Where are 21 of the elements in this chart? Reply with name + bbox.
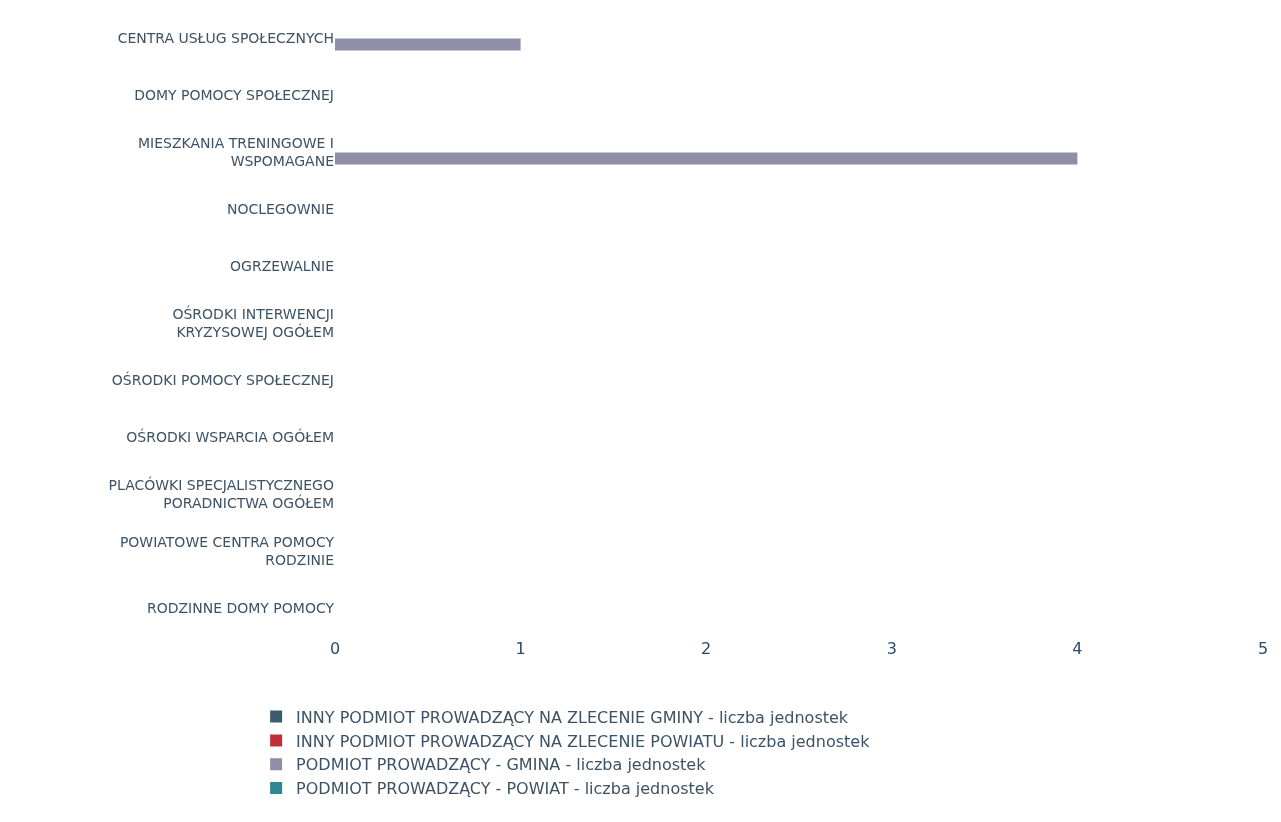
y-tick-label: MIESZKANIA TRENINGOWE I WSPOMAGANE [137, 135, 334, 170]
legend-label: INNY PODMIOT PROWADZĄCY NA ZLECENIE GMINY - liczba jednostek [296, 707, 849, 727]
x-tick-label: 3 [886, 639, 897, 658]
x-tick-label: 1 [515, 639, 526, 658]
y-tick-label: RODZINNE DOMY POMOCY [146, 600, 335, 617]
legend-label: PODMIOT PROWADZĄCY - GMINA - liczba jednostek [296, 755, 707, 775]
x-tick-label: 5 [1257, 639, 1269, 658]
y-tick-label: OŚRODKI POMOCY SPOŁECZNEJ [111, 371, 334, 389]
y-tick-label: NOCLEGOWNIE [226, 201, 334, 218]
x-tick-label: 2 [701, 639, 712, 658]
y-tick-label: OŚRODKI WSPARCIA OGÓŁEM [126, 428, 334, 446]
y-tick-label: OŚRODKI INTERWENCJI KRYZYSOWEJ OGÓŁEM [172, 305, 334, 341]
y-tick-label: DOMY POMOCY SPOŁECZNEJ [134, 87, 334, 104]
y-tick-label: CENTRA USŁUG SPOŁECZNYCH [117, 30, 334, 47]
legend-label: INNY PODMIOT PROWADZĄCY NA ZLECENIE POWIATU - liczba jednostek [296, 731, 871, 751]
x-tick-label: 4 [1072, 639, 1083, 658]
y-tick-label: PLACÓWKI SPECJALISTYCZNEGO PORADNICTWA OGÓŁEM [108, 476, 334, 512]
y-tick-label: POWIATOWE CENTRA POMOCY RODZINIE [119, 534, 335, 569]
y-tick-label: OGRZEWALNIE [230, 258, 334, 275]
x-tick-label: 0 [329, 639, 341, 658]
legend-label: PODMIOT PROWADZĄCY - POWIAT - liczba jednostek [296, 779, 715, 799]
